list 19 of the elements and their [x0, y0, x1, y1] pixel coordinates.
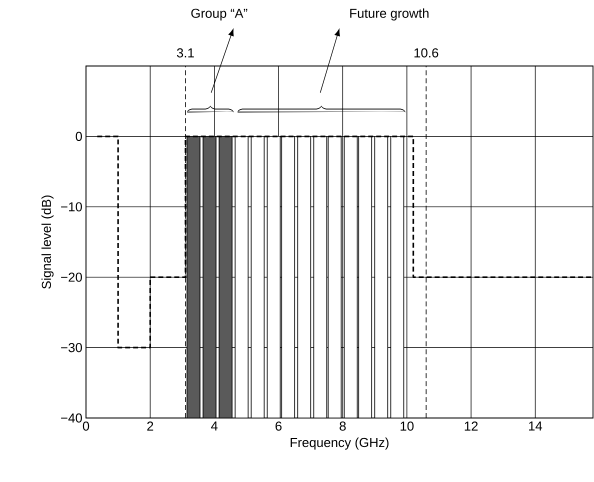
x-tick-label: 4	[211, 422, 218, 430]
y-tick-label: 0	[76, 132, 82, 141]
x-axis-title: Frequency (GHz)	[290, 438, 389, 450]
y-axis-title: Signal level (dB)	[41, 196, 54, 289]
y-tick-label: −30	[61, 342, 82, 352]
text: Group “A”	[191, 8, 248, 20]
x-tick-label: 0	[82, 422, 90, 431]
x-tick-label: 12	[464, 422, 478, 431]
y-tick-label: −10	[61, 202, 82, 212]
x-tick-label: 2	[147, 422, 154, 431]
ref-line-label: 10.6	[414, 48, 438, 58]
x-tick-label: 10	[400, 422, 414, 431]
x-tick-label: 8	[340, 422, 346, 431]
text: Future growth	[350, 8, 428, 20]
y-tick-label: −20	[61, 272, 82, 282]
ref-line-label: 3.1	[176, 48, 194, 58]
x-tick-label: 14	[529, 422, 542, 430]
y-tick-label: −40	[61, 413, 82, 423]
x-tick-label: 6	[276, 422, 282, 431]
